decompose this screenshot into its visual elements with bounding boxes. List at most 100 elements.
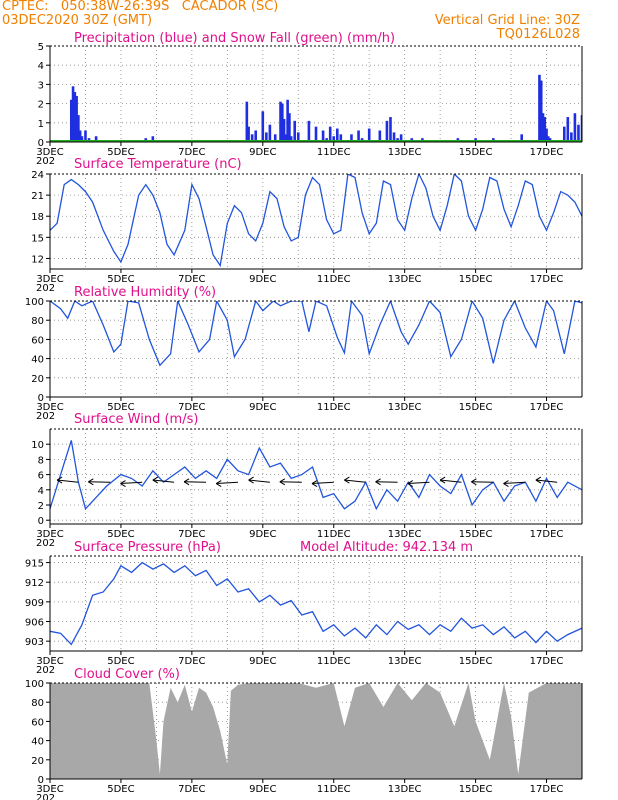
- precip-bar: [570, 132, 573, 142]
- precip-bar: [357, 130, 360, 142]
- x-tick-label: 7DEC: [178, 274, 205, 285]
- panel-1: [46, 45, 583, 146]
- x-tick-label: 17DEC: [530, 274, 564, 285]
- plot-area-3: [50, 301, 582, 367]
- x-tick-label: 11DEC: [317, 784, 351, 795]
- panel-title-2: Surface Temperature (nC): [74, 157, 242, 172]
- wind-arrow: [407, 481, 430, 485]
- x-tick-label: 11DEC: [317, 274, 351, 285]
- wind-arrowhead: [311, 480, 318, 487]
- x-tick-label: 3DEC: [36, 784, 63, 795]
- precip-bar: [538, 74, 541, 142]
- header-model-code: TQ0126L028: [496, 27, 580, 42]
- wind-arrowhead: [88, 478, 94, 486]
- x-tick-label: 5DEC: [107, 784, 134, 795]
- x-tick-label: 5DEC: [107, 147, 134, 158]
- precip-bar: [566, 117, 570, 142]
- chart-header: CPTEC: 050:38W-26:39S CACADOR (SC) 03DEC…: [0, 0, 618, 46]
- precip-bar: [332, 136, 336, 142]
- x-tick-label: 7DEC: [178, 656, 205, 667]
- wind-arrow: [216, 481, 239, 485]
- panel-3: [46, 300, 583, 401]
- precip-bar: [314, 126, 318, 142]
- precip-bar: [385, 120, 389, 142]
- x-tick-label: 3DEC: [36, 402, 63, 413]
- precip-bar: [73, 92, 77, 142]
- plot-area-6: [50, 683, 582, 779]
- y-tick-label: 1: [38, 119, 44, 130]
- y-tick-label: 2: [38, 100, 44, 111]
- panel-title-5: Surface Pressure (hPa): [74, 540, 221, 555]
- y-tick-label: 0: [38, 393, 44, 404]
- plot-area-4: [50, 440, 582, 511]
- x-tick-label: 5DEC: [107, 656, 134, 667]
- precip-bar: [307, 120, 311, 142]
- precip-bar: [520, 134, 524, 142]
- precip-bar: [245, 101, 249, 142]
- precip-bar: [71, 86, 75, 142]
- x-tick-label: 9DEC: [249, 147, 276, 158]
- x-tick-label: 15DEC: [459, 402, 493, 413]
- x-tick-label: 13DEC: [388, 784, 422, 795]
- wind-arrow: [440, 479, 462, 483]
- precip-bar: [541, 113, 545, 142]
- plot-area-5: [50, 561, 582, 646]
- wind-arrowhead: [535, 476, 542, 484]
- x-tick-label: 17DEC: [530, 529, 564, 540]
- precip-bar: [321, 130, 325, 142]
- y-tick-label: 24: [31, 170, 44, 181]
- y-tick-label: 100: [25, 679, 44, 690]
- panel-title-3: Relative Humidity (%): [74, 285, 216, 300]
- precip-bar: [296, 132, 300, 142]
- x-tick-label: 7DEC: [178, 402, 205, 413]
- precip-bar: [539, 80, 543, 142]
- precip-bar: [273, 134, 277, 142]
- x-tick-label: 3DEC: [36, 656, 63, 667]
- y-tick-label: 15: [31, 233, 44, 244]
- x-tick-label: 5DEC: [107, 274, 134, 285]
- precip-bar: [580, 115, 582, 142]
- x-tick-label: 5DEC: [107, 402, 134, 413]
- wind-arrowhead: [183, 478, 190, 486]
- x-tick-label: 11DEC: [317, 402, 351, 413]
- wind-arrowhead: [439, 476, 446, 484]
- y-tick-label: 0: [38, 775, 44, 786]
- y-tick-label: 40: [31, 737, 44, 748]
- x-tick-label: 9DEC: [249, 529, 276, 540]
- panel-title-4: Surface Wind (m/s): [74, 412, 198, 427]
- y-tick-label: 3: [38, 80, 44, 91]
- y-tick-label: 60: [31, 335, 44, 346]
- precip-bar: [284, 134, 288, 142]
- wind-arrow: [152, 479, 175, 483]
- x-tick-label: 3DEC: [36, 529, 63, 540]
- y-tick-label: 915: [25, 559, 44, 570]
- wind-arrow: [311, 481, 334, 485]
- model-altitude-annotation: Model Altitude: 942.134 m: [300, 540, 473, 555]
- y-tick-label: 100: [25, 297, 44, 308]
- x-tick-label: 5DEC: [107, 529, 134, 540]
- panel-2: [46, 173, 583, 273]
- x-tick-label: 11DEC: [317, 147, 351, 158]
- wind-arrowhead: [471, 478, 477, 486]
- wind-arrow: [248, 479, 270, 483]
- wind-arrowhead: [56, 476, 63, 484]
- x-tick-label: 15DEC: [459, 274, 493, 285]
- series-line-2: [50, 174, 582, 268]
- x-tick-label: 7DEC: [178, 784, 205, 795]
- precip-bar: [389, 117, 392, 142]
- x-tick-label: 15DEC: [459, 147, 493, 158]
- y-tick-label: 906: [25, 618, 44, 629]
- precip-bar: [328, 126, 332, 142]
- year-label: 202: [36, 665, 55, 676]
- x-tick-label: 15DEC: [459, 529, 493, 540]
- x-tick-label: 9DEC: [249, 784, 276, 795]
- wind-arrowhead: [215, 480, 222, 487]
- header-date: 03DEC2020 30Z (GMT): [2, 13, 153, 28]
- precip-bar: [289, 136, 293, 142]
- x-tick-label: 7DEC: [178, 529, 205, 540]
- wind-arrow: [57, 479, 79, 483]
- wind-arrow: [503, 481, 526, 485]
- y-tick-label: 5: [38, 42, 44, 53]
- year-label: 202: [36, 538, 55, 549]
